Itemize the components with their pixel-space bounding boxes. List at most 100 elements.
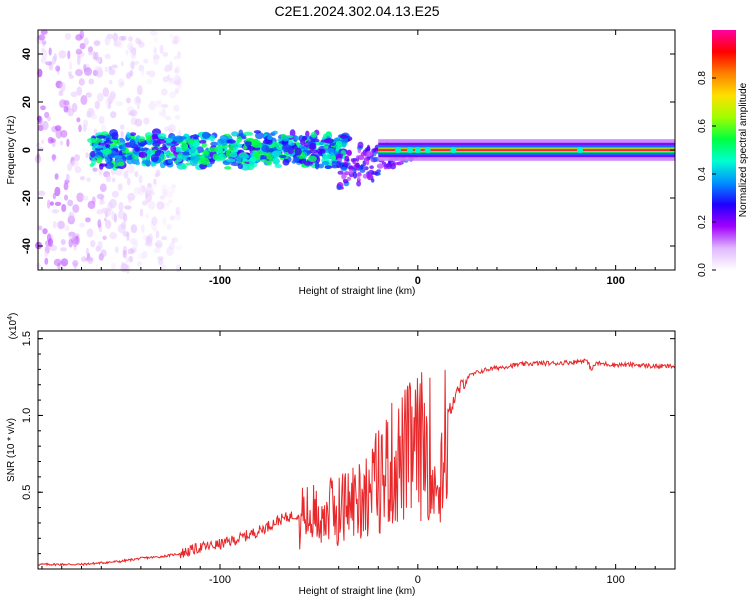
spectrogram-cell [181, 142, 189, 151]
spectrogram-cell [303, 142, 310, 148]
spectrogram-cell [272, 130, 278, 135]
spectrogram-cell [125, 72, 132, 79]
spectrogram-cell [105, 157, 111, 164]
spectrogram-cell [175, 245, 183, 251]
spectrogram-cell [226, 139, 236, 144]
spectrogram-cell [224, 166, 232, 170]
spectrogram-cell [371, 171, 379, 175]
spectrogram-cell [171, 39, 178, 45]
spectrogram-cell [200, 157, 210, 165]
spectrogram-cell [150, 154, 159, 162]
spectrogram-cell [67, 162, 73, 172]
spectrogram-cell [149, 30, 158, 36]
spectrogram-cell [310, 131, 317, 138]
spectrogram-cell [87, 200, 96, 210]
snr-frame [37, 330, 676, 570]
spectrogram-cell [113, 155, 123, 159]
spectrogram-cell [231, 131, 239, 137]
spectrogram-cell [86, 177, 91, 183]
spectrogram-cell [139, 208, 144, 217]
spectrogram-cells [34, 29, 675, 274]
spectrogram-cell [105, 219, 112, 229]
spectrogram-cell [98, 200, 106, 206]
spectrogram-cell [331, 155, 336, 160]
spectrogram-cell [130, 224, 138, 234]
spectrogram-cell [238, 129, 244, 137]
spectrogram-cell [246, 137, 255, 142]
spectrogram-cell [126, 177, 131, 186]
spectrogram-cell [327, 147, 335, 154]
spectrogram-cell [169, 215, 176, 221]
spectrogram-cell [99, 163, 108, 167]
spectrogram-cell [72, 260, 79, 267]
spectrogram-cell [357, 154, 365, 160]
spectrogram-cell [45, 61, 52, 66]
spectrogram-cell [74, 154, 80, 162]
spectrogram-cell [134, 118, 143, 127]
spectrogram-cell [173, 104, 180, 112]
spectrogram-cell [172, 185, 176, 194]
spectrogram-cell [79, 42, 86, 50]
spectrogram-cell [318, 163, 325, 169]
spectrogram-cell [220, 138, 228, 146]
spectrogram-cell [267, 135, 273, 141]
snr-x-tick-label: 100 [606, 574, 624, 586]
spectrogram-cell [170, 249, 175, 255]
spectrogram-cell [111, 64, 118, 69]
spectrogram-cell [40, 47, 46, 53]
spectrogram-cell [348, 169, 353, 175]
spectrogram-cell [365, 158, 370, 166]
spectrogram-cell [93, 40, 101, 46]
spectrogram-cell [112, 32, 119, 42]
spectrogram-cell [229, 152, 238, 158]
spectrogram-cell [85, 217, 91, 223]
spectrogram-cell [109, 232, 117, 240]
spectrogram-cell [307, 155, 317, 163]
colorbar: 0.0 0.2 0.4 0.6 0.8 Normalized spectral ampl… [697, 30, 749, 277]
spectrogram-cell [160, 88, 168, 96]
spectrogram-cell [339, 134, 348, 139]
spectrogram-cell [396, 161, 402, 166]
spectrogram-cell [321, 161, 330, 166]
spectrogram-cell [182, 151, 190, 156]
spectrogram-cell [143, 117, 150, 125]
spectrogram-cell [114, 246, 119, 254]
spectrogram-y-tick-label: 0 [21, 147, 33, 153]
spectrogram-cell [356, 155, 360, 161]
spectrogram-cell [262, 139, 273, 145]
spectrogram-cell [138, 41, 145, 48]
spectrogram-cell [36, 262, 41, 269]
spectrogram-cell [142, 235, 147, 240]
spectrogram-cell [148, 201, 156, 210]
spectrogram-cell [167, 158, 173, 164]
spectrogram-cell [128, 255, 134, 263]
spectrogram-cell [105, 143, 111, 149]
spectrogram-cell [133, 61, 140, 65]
spectrogram-cell [225, 158, 236, 163]
spectrogram-cell [281, 144, 292, 153]
spectrogram-cell [355, 162, 360, 168]
spectrogram-cell [161, 107, 166, 118]
spectrogram-tone-band [378, 149, 675, 151]
spectrogram-panel: -100 0 100 -40 -20 0 20 40 Height of straight … [6, 29, 676, 297]
spectrogram-x-ticks: -100 0 100 [41, 30, 676, 287]
spectrogram-cell [97, 219, 102, 228]
spectrogram-cell [342, 179, 348, 183]
spectrogram-cell [146, 78, 153, 85]
spectrogram-cell [143, 58, 149, 64]
spectrogram-cell [371, 148, 376, 153]
spectrogram-cell [119, 81, 125, 86]
spectrogram-cell [424, 147, 431, 153]
spectrogram-cell [325, 131, 332, 137]
spectrogram-cell [85, 152, 89, 159]
spectrogram-cell [117, 183, 123, 191]
spectrogram-cell [292, 156, 300, 163]
spectrogram-cell [111, 190, 119, 198]
spectrogram-cell [166, 223, 172, 231]
spectrogram-cell [52, 55, 57, 65]
spectrogram-cell [104, 36, 111, 46]
spectrogram-cell [275, 143, 284, 151]
spectrogram-cell [60, 130, 68, 138]
spectrogram-y-tick-label: -40 [21, 238, 33, 254]
